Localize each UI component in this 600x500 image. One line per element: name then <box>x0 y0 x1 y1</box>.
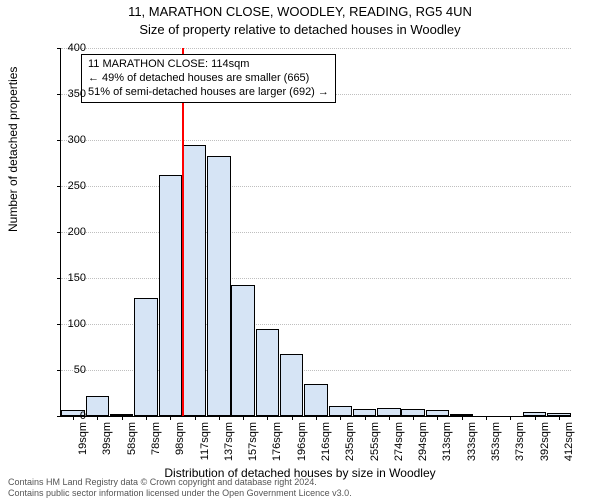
histogram-bar <box>377 408 401 416</box>
xtick-label: 313sqm <box>441 422 453 472</box>
ytick-label: 0 <box>46 410 86 422</box>
xtick-label: 274sqm <box>393 422 405 472</box>
ytick-label: 350 <box>46 88 86 100</box>
xtick-mark <box>535 416 536 420</box>
xtick-label: 98sqm <box>174 422 186 472</box>
histogram-bar <box>353 409 377 416</box>
histogram-bar <box>86 396 110 416</box>
ytick-label: 300 <box>46 134 86 146</box>
histogram-bar <box>159 175 183 416</box>
xtick-label: 137sqm <box>223 422 235 472</box>
xtick-mark <box>219 416 220 420</box>
annotation-line: 11 MARATHON CLOSE: 114sqm <box>88 58 329 72</box>
histogram-bar <box>304 384 328 416</box>
ytick-label: 100 <box>46 318 86 330</box>
xtick-mark <box>97 416 98 420</box>
xtick-label: 373sqm <box>514 422 526 472</box>
annotation-line: 51% of semi-detached houses are larger (… <box>88 86 329 100</box>
xtick-mark <box>340 416 341 420</box>
xtick-label: 216sqm <box>320 422 332 472</box>
xtick-mark <box>462 416 463 420</box>
y-axis-label: Number of detached properties <box>6 67 20 232</box>
histogram-bar <box>329 406 353 416</box>
chart-title-line2: Size of property relative to detached ho… <box>0 22 600 37</box>
xtick-label: 78sqm <box>150 422 162 472</box>
histogram-bar <box>207 156 231 416</box>
annotation-line: ← 49% of detached houses are smaller (66… <box>88 72 329 86</box>
gridline <box>61 140 571 141</box>
xtick-label: 353sqm <box>490 422 502 472</box>
xtick-label: 176sqm <box>271 422 283 472</box>
xtick-mark <box>559 416 560 420</box>
chart-container: 11, MARATHON CLOSE, WOODLEY, READING, RG… <box>0 0 600 500</box>
footer-line2: Contains public sector information licen… <box>8 488 352 498</box>
ytick-label: 50 <box>46 364 86 376</box>
ytick-label: 200 <box>46 226 86 238</box>
histogram-bar <box>401 409 425 416</box>
xtick-mark <box>146 416 147 420</box>
gridline <box>61 48 571 49</box>
xtick-label: 235sqm <box>344 422 356 472</box>
gridline <box>61 232 571 233</box>
ytick-label: 150 <box>46 272 86 284</box>
histogram-bar <box>183 145 207 416</box>
gridline <box>61 186 571 187</box>
histogram-bar <box>280 354 304 416</box>
footer-line1: Contains HM Land Registry data © Crown c… <box>8 477 352 487</box>
annotation-box: 11 MARATHON CLOSE: 114sqm← 49% of detach… <box>81 54 336 103</box>
xtick-mark <box>243 416 244 420</box>
xtick-mark <box>195 416 196 420</box>
xtick-label: 117sqm <box>199 422 211 472</box>
xtick-mark <box>365 416 366 420</box>
xtick-mark <box>170 416 171 420</box>
xtick-mark <box>316 416 317 420</box>
xtick-label: 392sqm <box>539 422 551 472</box>
plot-area: 19sqm39sqm58sqm78sqm98sqm117sqm137sqm157… <box>60 48 571 417</box>
xtick-mark <box>292 416 293 420</box>
xtick-label: 412sqm <box>563 422 575 472</box>
xtick-mark <box>267 416 268 420</box>
xtick-label: 255sqm <box>369 422 381 472</box>
xtick-mark <box>510 416 511 420</box>
xtick-mark <box>122 416 123 420</box>
xtick-label: 333sqm <box>466 422 478 472</box>
histogram-bar <box>134 298 158 416</box>
xtick-mark <box>486 416 487 420</box>
xtick-label: 58sqm <box>126 422 138 472</box>
xtick-mark <box>389 416 390 420</box>
histogram-bar <box>231 285 255 416</box>
ytick-label: 250 <box>46 180 86 192</box>
footer-attribution: Contains HM Land Registry data © Crown c… <box>8 477 352 498</box>
xtick-mark <box>437 416 438 420</box>
gridline <box>61 278 571 279</box>
xtick-label: 196sqm <box>296 422 308 472</box>
xtick-label: 19sqm <box>77 422 89 472</box>
xtick-mark <box>413 416 414 420</box>
xtick-label: 39sqm <box>101 422 113 472</box>
xtick-label: 157sqm <box>247 422 259 472</box>
ytick-label: 400 <box>46 42 86 54</box>
histogram-bar <box>256 329 280 416</box>
xtick-label: 294sqm <box>417 422 429 472</box>
chart-title-line1: 11, MARATHON CLOSE, WOODLEY, READING, RG… <box>0 4 600 19</box>
